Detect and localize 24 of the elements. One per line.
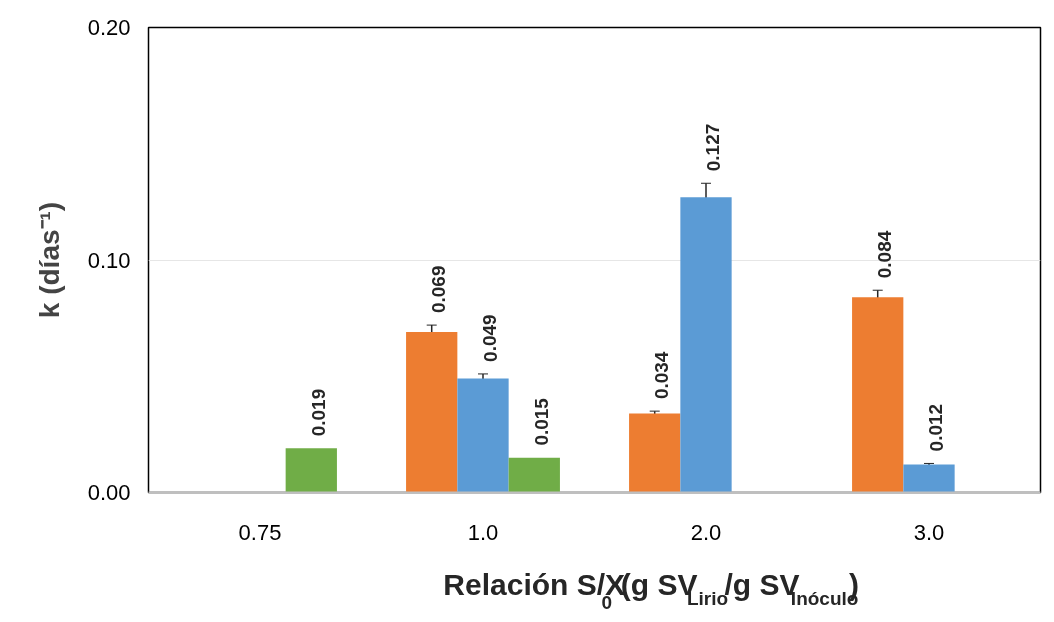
- data-label: 0.034: [651, 351, 673, 400]
- data-label: 0.127: [702, 123, 724, 172]
- bar: [508, 457, 560, 493]
- bar: [852, 297, 904, 493]
- data-label: 0.012: [925, 403, 947, 452]
- bar: [406, 332, 458, 493]
- data-label: 0.084: [874, 230, 896, 279]
- y-tick-label: 0.00: [87, 480, 131, 505]
- bar: [285, 448, 337, 493]
- bar: [903, 464, 955, 493]
- bar: [629, 413, 681, 493]
- x-tick-label: 3.0: [913, 519, 945, 545]
- data-label: 0.069: [428, 265, 450, 314]
- data-label: 0.049: [479, 314, 501, 362]
- x-tick-label: 0.75: [238, 519, 282, 545]
- y-axis-title: k (días⁻¹): [33, 201, 65, 319]
- data-label: 0.015: [530, 397, 552, 446]
- bar: [457, 378, 509, 493]
- bar: [680, 197, 732, 493]
- y-tick-label: 0.20: [87, 15, 131, 40]
- y-tick-label: 0.10: [87, 247, 131, 273]
- data-label: 0.019: [307, 388, 329, 437]
- x-tick-label: 2.0: [690, 519, 722, 545]
- x-tick-label: 1.0: [467, 519, 499, 545]
